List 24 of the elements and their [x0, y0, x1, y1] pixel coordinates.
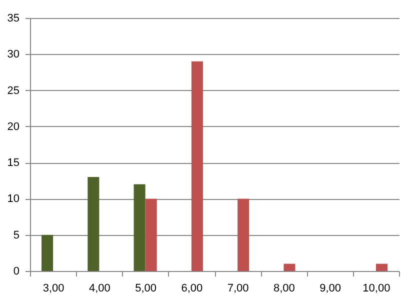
y-tick-label: 0 — [13, 266, 20, 278]
y-tick-label: 20 — [7, 120, 20, 133]
y-tick-label: 10 — [7, 193, 20, 206]
y-tick-label: 30 — [7, 48, 20, 61]
y-tick-label: 5 — [13, 229, 20, 242]
x-tick-label: 3,00 — [42, 282, 64, 294]
x-tick-label: 10,00 — [362, 282, 390, 294]
y-tick-label: 35 — [7, 12, 20, 24]
x-tick-label: 6,00 — [181, 282, 203, 294]
bar — [238, 198, 250, 271]
y-tick-label: 25 — [7, 84, 20, 97]
x-tick-label: 5,00 — [135, 282, 157, 294]
bar — [134, 184, 146, 271]
bar — [376, 264, 388, 271]
bar — [145, 198, 157, 271]
y-tick-label: 15 — [7, 157, 20, 170]
bar — [191, 61, 203, 271]
x-tick-label: 7,00 — [227, 282, 249, 294]
x-tick-label: 4,00 — [88, 282, 110, 294]
x-tick-label: 9,00 — [320, 282, 342, 294]
bar — [42, 234, 54, 271]
x-tick-label: 8,00 — [273, 282, 295, 294]
bar — [88, 177, 100, 271]
bar — [284, 264, 296, 271]
